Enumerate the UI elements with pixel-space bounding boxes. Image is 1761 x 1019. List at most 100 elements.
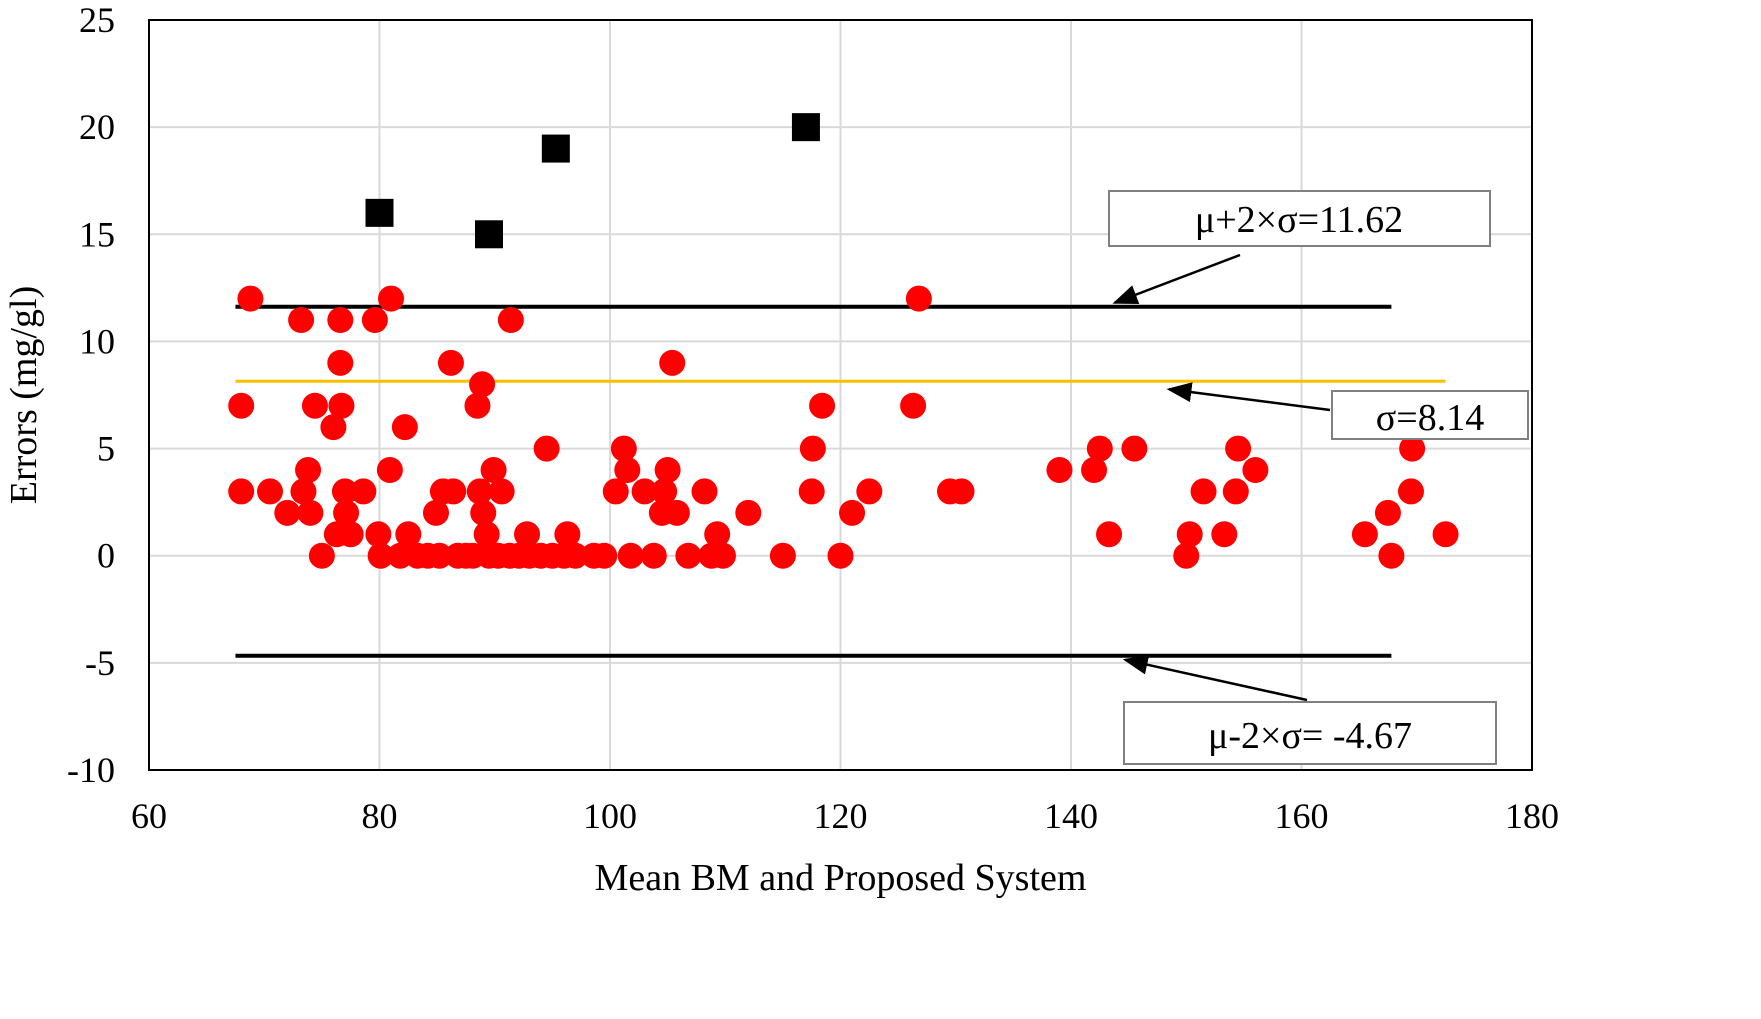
data-point [395, 521, 422, 548]
data-point [237, 285, 264, 312]
data-point [610, 435, 637, 462]
sigma-annotation-box [1331, 390, 1529, 440]
data-point [1242, 457, 1269, 483]
data-point [1176, 521, 1203, 548]
data-point [1399, 435, 1426, 462]
data-point [470, 499, 497, 526]
data-point [948, 478, 975, 505]
data-point [1378, 542, 1405, 569]
x-tick-label: 160 [1275, 796, 1329, 836]
upper-limit-annotation-arrow [1112, 253, 1241, 305]
data-point [480, 457, 507, 483]
data-point [1086, 435, 1113, 462]
outlier-point [474, 220, 503, 249]
data-point [663, 499, 690, 526]
data-point [320, 414, 347, 441]
data-point [327, 307, 354, 333]
y-tick-label: -5 [85, 643, 115, 683]
data-point [839, 499, 866, 526]
data-point [617, 542, 644, 569]
x-tick-label: 180 [1505, 796, 1559, 836]
data-point [827, 542, 854, 569]
data-point [274, 499, 301, 526]
data-point [290, 478, 317, 505]
data-point [297, 499, 324, 526]
data-point [497, 307, 524, 333]
data-point [328, 392, 355, 419]
data-point [602, 478, 629, 505]
y-tick-label: 5 [97, 429, 115, 469]
data-point [900, 392, 927, 419]
data-point [659, 349, 686, 376]
y-tick-label: 20 [79, 107, 115, 147]
data-point [1351, 521, 1378, 548]
y-tick-label: 10 [79, 321, 115, 361]
data-point [533, 435, 560, 462]
data-point [228, 392, 255, 419]
outlier-point [791, 113, 820, 142]
data-point [257, 478, 284, 505]
data-point [464, 392, 491, 419]
data-point [1397, 478, 1424, 505]
lower-limit-annotation-label: μ-2×σ= -4.67 [1208, 715, 1412, 757]
upper-limit-annotation-box [1108, 190, 1491, 247]
sigma-annotation-arrow [1166, 382, 1331, 412]
data-point [488, 478, 515, 505]
data-point [308, 542, 335, 569]
data-point [554, 521, 581, 548]
data-point [691, 478, 718, 505]
y-axis-title: Errors (mg/gl) [3, 286, 45, 504]
data-point [1046, 457, 1073, 483]
data-point [367, 542, 394, 569]
data-point [1374, 499, 1401, 526]
data-point [473, 521, 500, 548]
data-point [769, 542, 796, 569]
annotations: μ+2×σ=11.62 σ=8.14 μ-2×σ= -4.67 [1108, 190, 1529, 765]
data-point [1081, 457, 1108, 483]
data-point [631, 478, 658, 505]
data-point [331, 478, 358, 505]
data-point [1121, 435, 1148, 462]
x-axis-title: Mean BM and Proposed System [595, 857, 1087, 899]
data-point [1096, 521, 1123, 548]
data-point [378, 285, 405, 312]
lower-limit-annotation-box [1123, 701, 1497, 765]
y-tick-label: 15 [79, 214, 115, 254]
y-tick-label: -10 [67, 750, 115, 790]
data-point [614, 457, 641, 483]
data-points [228, 113, 1459, 569]
x-tick-label: 140 [1044, 796, 1098, 836]
x-tick-label: 80 [362, 796, 398, 836]
data-point [466, 478, 493, 505]
data-point [1225, 435, 1252, 462]
data-point [350, 478, 377, 505]
data-point [675, 542, 702, 569]
data-point [288, 307, 315, 333]
data-point [704, 521, 731, 548]
data-point [376, 457, 403, 483]
data-point [333, 499, 360, 526]
data-point [1222, 478, 1249, 505]
data-point [514, 521, 541, 548]
data-point [654, 457, 681, 483]
data-point [295, 457, 322, 483]
data-point [301, 392, 328, 419]
data-point [640, 542, 667, 569]
data-point [437, 349, 464, 376]
y-tick-label: 25 [79, 0, 115, 40]
data-point [809, 392, 836, 419]
upper-limit-annotation-label: μ+2×σ=11.62 [1195, 199, 1403, 241]
data-point [422, 499, 449, 526]
data-point [361, 307, 388, 333]
data-point [440, 478, 467, 505]
x-tick-label: 100 [583, 796, 637, 836]
reference-lines [235, 304, 1446, 658]
data-point [562, 542, 589, 569]
outlier-point [365, 198, 394, 227]
y-tick-label: 0 [97, 536, 115, 576]
data-point [1190, 478, 1217, 505]
tick-labels: 60 80 100 120 140 160 180 -10 -5 0 5 10 15 20 25 [67, 0, 1559, 836]
lower-limit-annotation-arrow [1122, 654, 1308, 702]
data-point [735, 499, 762, 526]
